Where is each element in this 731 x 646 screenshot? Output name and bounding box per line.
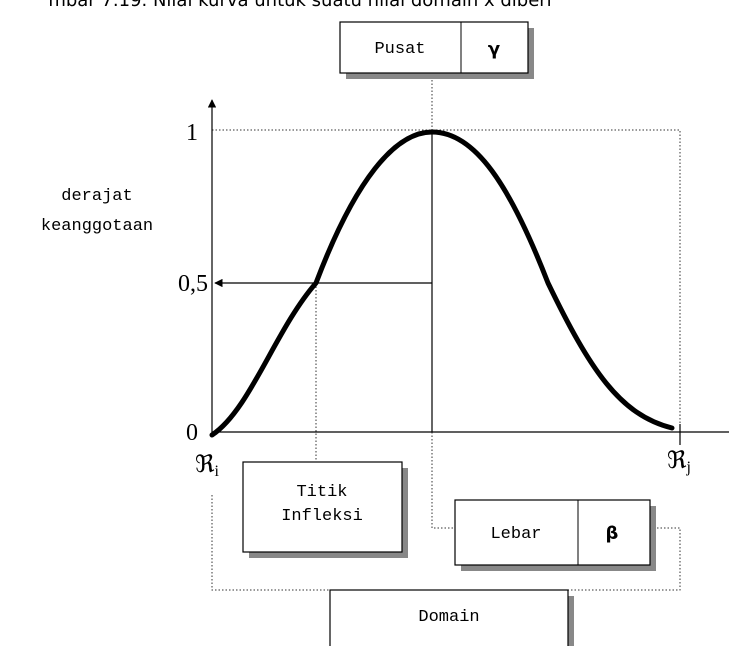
tick-0: 0 [186, 420, 198, 446]
right-guide [568, 527, 681, 591]
bell-curve [209, 129, 675, 438]
width-symbol: β [606, 523, 619, 544]
y-label-2: keanggotaan [41, 217, 153, 236]
x-right: ℜj [667, 448, 691, 476]
width-label: Lebar [490, 525, 541, 544]
center-symbol: γ [488, 39, 500, 60]
inflection-box [242, 461, 403, 553]
inflection-label-1: Titik [296, 483, 347, 502]
tick-half: 0,5 [178, 271, 208, 297]
y-label-1: derajat [61, 187, 132, 206]
center-label: Pusat [374, 40, 425, 59]
domain-label: Domain [418, 608, 479, 627]
center-box [339, 21, 529, 74]
inflection-label-2: Infleksi [281, 507, 363, 526]
tick-1: 1 [186, 120, 198, 146]
width-box [454, 499, 651, 566]
domain-box [329, 589, 569, 646]
caption: mbar 7.19. Nilai kurva untuk suatu nilai… [48, 0, 551, 11]
center-guide-bottom [431, 432, 455, 529]
x-left: ℜi [195, 452, 220, 480]
left-guide [211, 495, 330, 591]
